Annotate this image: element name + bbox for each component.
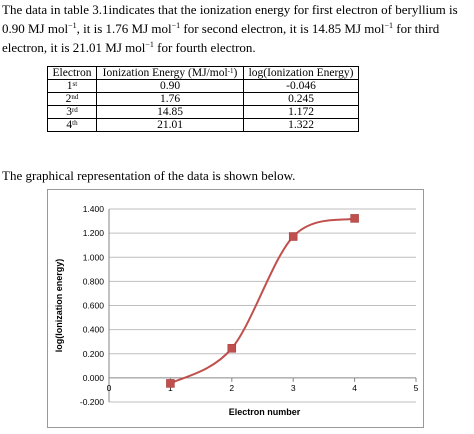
intro-paragraph: The data in table 3.1indicates that the …: [2, 0, 470, 57]
header-exponent: -1: [227, 67, 234, 75]
cell-ionization-energy: 1.76: [96, 92, 244, 106]
cell-electron: 3rd: [47, 105, 97, 119]
y-tick-label: 0.600: [83, 301, 105, 311]
series-line: [169, 217, 355, 385]
text-fourth-ie: electron, it is 21.01 MJ mol: [2, 40, 146, 55]
x-axis-title: Electron number: [229, 407, 301, 417]
y-tick-label: 0.200: [83, 349, 105, 359]
y-tick-label: -0.200: [80, 397, 104, 407]
paragraph-line-3: electron, it is 21.01 MJ mol−1 for fourt…: [2, 38, 470, 57]
cell-log-ie: 1.322: [243, 118, 359, 132]
electron-number: 4: [66, 119, 73, 131]
header-electron: Electron: [47, 66, 97, 80]
header-log-ie: log(Ionization Energy): [243, 66, 359, 80]
x-tick-label: 0: [107, 383, 112, 393]
chart-caption: The graphical representation of the data…: [2, 168, 296, 183]
ordinal-suffix: st: [72, 80, 78, 88]
header-ionization-energy: Ionization Energy (MJ/mol-1): [96, 66, 244, 80]
unit-exponent: −1: [145, 40, 154, 49]
text-fourth-label: for fourth electron.: [153, 40, 256, 55]
cell-ionization-energy: 0.90: [96, 79, 244, 93]
ordinal-suffix: nd: [71, 93, 79, 101]
ordinal-suffix: th: [72, 119, 78, 127]
header-ie-text: Ionization Energy (MJ/mol: [102, 67, 228, 79]
cell-log-ie: 1.172: [243, 105, 359, 119]
header-close-paren: ): [233, 67, 238, 79]
cell-log-ie: 0.245: [243, 92, 359, 106]
unit-exponent: −1: [384, 21, 393, 30]
cell-electron: 4th: [47, 118, 97, 132]
unit-exponent: −1: [68, 21, 77, 30]
cell-log-ie: -0.046: [243, 79, 359, 93]
table-row: 1st 0.90 -0.046: [47, 79, 359, 93]
x-tick-label: 2: [229, 383, 234, 393]
y-axis-title: log(Ionization energy): [54, 259, 64, 353]
x-tick-label: 3: [291, 383, 296, 393]
table-row: 3rd 14.85 1.172: [47, 105, 359, 119]
y-tick-label: 1.000: [83, 252, 105, 262]
table-row: 4th 21.01 1.322: [47, 118, 359, 132]
data-point: [227, 344, 237, 353]
ionization-table: Electron Ionization Energy (MJ/mol-1) lo…: [47, 66, 359, 132]
x-tick-label: 1: [168, 383, 173, 393]
data-point: [166, 379, 175, 388]
y-tick-label: 1.400: [83, 204, 105, 214]
ordinal-suffix: rd: [71, 106, 78, 114]
electron-number: 2: [65, 93, 72, 105]
x-tick-label: 4: [352, 383, 357, 393]
electron-number: 1: [66, 80, 73, 92]
table-header-row: Electron Ionization Energy (MJ/mol-1) lo…: [47, 66, 359, 80]
cell-electron: 2nd: [47, 92, 97, 106]
x-tick-label: 5: [414, 383, 419, 393]
y-tick-label: 1.200: [83, 228, 105, 238]
text-third-label: for third: [393, 21, 440, 36]
text-third-ie: for second electron, it is 14.85 MJ mol: [180, 21, 385, 36]
y-tick-label: 0.400: [83, 325, 105, 335]
paragraph-line-1: The data in table 3.1indicates that the …: [2, 2, 458, 17]
paragraph-line-2: 0.90 MJ mol−1, it is 1.76 MJ mol−1 for s…: [2, 19, 470, 38]
y-tick-label: 0.000: [83, 373, 105, 383]
cell-ionization-energy: 14.85: [96, 105, 244, 119]
unit-exponent: −1: [171, 21, 181, 30]
text-second-ie: , it is 1.76 MJ mol: [76, 21, 172, 36]
table-row: 2nd 1.76 0.245: [47, 92, 359, 106]
text-first-ie: 0.90 MJ mol: [2, 21, 69, 36]
electron-number: 3: [66, 106, 72, 118]
y-tick-label: 0.800: [83, 276, 105, 286]
cell-electron: 1st: [47, 79, 97, 93]
chart-area: 1.400 1.200 1.000 0.800 0.600 0.400 0.200 0.000…: [47, 189, 424, 428]
data-point: [288, 232, 298, 241]
data-point: [350, 214, 359, 223]
line-chart: 1.400 1.200 1.000 0.800 0.600 0.400 0.200 0.000…: [54, 204, 419, 417]
cell-ionization-energy: 21.01: [96, 118, 244, 132]
